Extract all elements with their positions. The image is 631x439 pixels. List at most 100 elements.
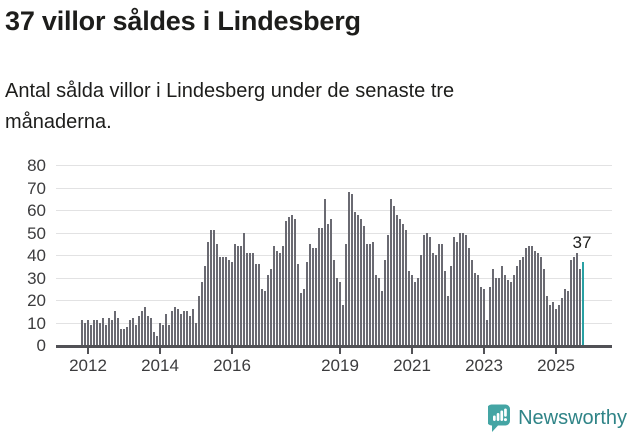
bar xyxy=(305,261,309,345)
bar xyxy=(134,324,138,345)
bar xyxy=(386,234,390,345)
bar xyxy=(140,311,144,345)
bar xyxy=(107,318,111,345)
bar xyxy=(287,216,291,345)
bar xyxy=(578,268,582,345)
bar xyxy=(389,198,393,345)
bar xyxy=(566,291,570,345)
bar xyxy=(299,293,303,345)
bar xyxy=(341,304,345,345)
x-tick-2016 xyxy=(231,347,233,354)
y-axis-label-70: 70 xyxy=(27,178,46,198)
bar xyxy=(230,261,234,345)
bar xyxy=(248,252,252,345)
newsworthy-logo-icon xyxy=(488,404,511,432)
bar xyxy=(260,288,264,345)
bar xyxy=(191,309,195,345)
bar xyxy=(251,252,255,345)
bar xyxy=(485,320,489,345)
bar xyxy=(131,318,135,345)
bar xyxy=(296,264,300,345)
x-axis-label-2019: 2019 xyxy=(321,356,359,375)
y-axis-label-20: 20 xyxy=(27,291,46,310)
subtitle-line-2: månaderna. xyxy=(5,111,112,133)
bar xyxy=(563,288,567,345)
bar xyxy=(194,322,198,345)
bar xyxy=(176,309,180,345)
logo-exclamation-stem xyxy=(504,408,507,417)
bar xyxy=(545,295,549,345)
bar xyxy=(266,275,270,345)
last-value-annotation: 37 xyxy=(572,233,592,252)
chart-subtitle: Antal sålda villor i Lindesberg under de… xyxy=(5,76,605,138)
y-axis-label-0: 0 xyxy=(36,336,46,355)
bar xyxy=(236,246,240,345)
bar xyxy=(98,322,102,345)
bar xyxy=(314,248,318,345)
bar xyxy=(500,266,504,345)
bar xyxy=(206,241,210,345)
x-axis-label-2025: 2025 xyxy=(537,356,575,375)
bar xyxy=(398,219,402,345)
bar xyxy=(401,223,405,345)
bar xyxy=(575,252,579,345)
bar xyxy=(377,277,381,345)
bar xyxy=(347,192,351,345)
bar xyxy=(272,246,276,345)
bar xyxy=(470,259,474,345)
bar xyxy=(80,320,84,345)
y-axis-label-50: 50 xyxy=(27,223,46,243)
logo-bar-1 xyxy=(493,415,496,421)
bar xyxy=(512,275,516,345)
bar xyxy=(458,232,462,345)
bar xyxy=(449,266,453,345)
bar xyxy=(548,304,552,345)
bar xyxy=(323,198,327,345)
bar xyxy=(560,297,564,345)
bar xyxy=(527,246,531,345)
bar xyxy=(269,268,273,345)
bar xyxy=(254,264,258,345)
page-title: 37 villor såldes i Lindesberg xyxy=(5,6,361,36)
bar xyxy=(221,257,225,345)
bar xyxy=(263,291,267,345)
bar xyxy=(509,282,513,345)
bar xyxy=(239,246,243,345)
y-axis-label-60: 60 xyxy=(27,201,46,220)
bar xyxy=(350,194,354,345)
bar xyxy=(110,320,114,345)
bar xyxy=(533,250,537,345)
bar xyxy=(146,315,150,345)
x-tick-2014 xyxy=(159,347,161,354)
bar xyxy=(137,315,141,345)
bar xyxy=(503,275,507,345)
bar xyxy=(125,327,129,345)
bar xyxy=(419,255,423,345)
bar xyxy=(455,241,459,345)
bar xyxy=(155,336,159,345)
bar xyxy=(530,246,534,345)
bar xyxy=(320,228,324,345)
bar xyxy=(368,243,372,345)
subtitle-line-1: Antal sålda villor i Lindesberg under de… xyxy=(5,80,455,102)
bar xyxy=(524,248,528,345)
bar xyxy=(542,268,546,345)
bar xyxy=(158,322,162,345)
bar xyxy=(218,257,222,345)
bar xyxy=(245,252,249,345)
bar xyxy=(344,243,348,345)
bar xyxy=(557,304,561,345)
bar xyxy=(278,252,282,345)
bar xyxy=(143,306,147,345)
x-axis-label-2016: 2016 xyxy=(213,356,251,375)
bar xyxy=(395,214,399,345)
bar xyxy=(536,252,540,345)
bar xyxy=(473,273,477,345)
x-tick-2019 xyxy=(339,347,341,354)
y-axis-label-40: 40 xyxy=(27,246,46,265)
x-tick-2012 xyxy=(87,347,89,354)
bar xyxy=(86,320,90,345)
bar xyxy=(428,237,432,345)
bar xyxy=(422,234,426,345)
bar xyxy=(431,252,435,345)
